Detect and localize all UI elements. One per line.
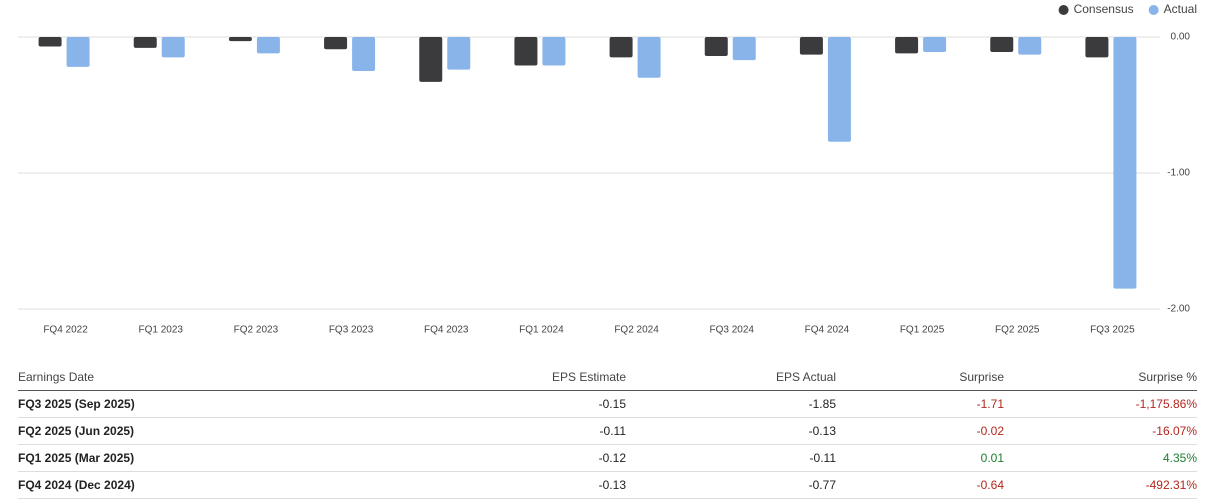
- table-cell: -1,175.86%: [1004, 390, 1197, 418]
- bar: [66, 37, 90, 67]
- x-tick-label: FQ3 2023: [329, 325, 374, 336]
- bar: [990, 37, 1014, 52]
- table-row: FQ4 2024 (Dec 2024) -0.13 -0.77 -0.64 -492.3…: [18, 471, 1197, 499]
- table-cell: 0.01: [836, 444, 1004, 472]
- table-header: Earnings Date EPS Estimate EPS Actual Surpr…: [18, 364, 1197, 391]
- table-cell: -0.13: [426, 471, 626, 499]
- table-cell: FQ4 2024 (Dec 2024): [18, 471, 426, 499]
- bar: [133, 37, 157, 48]
- bar: [732, 37, 756, 61]
- legend-marker: [1058, 5, 1069, 15]
- table-row: FQ3 2025 (Sep 2025) -0.15 -1.85 -1.71 -1,175…: [18, 390, 1197, 418]
- y-tick-label: -2.00: [1167, 304, 1190, 315]
- bar: [514, 37, 538, 66]
- bar: [1113, 37, 1137, 289]
- table-row: FQ1 2025 (Mar 2025) -0.12 -0.11 0.01 4.35%: [18, 444, 1197, 472]
- x-tick-label: FQ1 2023: [139, 325, 184, 336]
- x-tick-label: FQ2 2023: [234, 325, 279, 336]
- bar: [1085, 37, 1109, 58]
- legend-label: Actual: [1164, 2, 1197, 16]
- earnings-table: Earnings Date EPS Estimate EPS Actual Surpr…: [18, 364, 1197, 499]
- bar: [609, 37, 633, 58]
- table-cell: -16.07%: [1004, 417, 1197, 445]
- bar: [799, 37, 823, 55]
- table-row: FQ2 2025 (Jun 2025) -0.11 -0.13 -0.02 -16.07…: [18, 417, 1197, 445]
- chart: 0.00 -1.00 -2.00 Actual Consensus FQ4 2022 FQ1…: [18, 2, 1197, 336]
- table-cell: -0.77: [626, 471, 836, 499]
- table-cell: -1.85: [626, 390, 836, 418]
- header-cell: Surprise %: [1004, 364, 1197, 391]
- bar: [704, 37, 728, 57]
- legend-marker: [1148, 5, 1159, 15]
- y-tick-label: 0.00: [1171, 32, 1191, 43]
- bar: [827, 37, 851, 142]
- table-cell: -1.71: [836, 390, 1004, 418]
- bar: [352, 37, 376, 71]
- table-cell: -0.02: [836, 417, 1004, 445]
- bar: [447, 37, 471, 70]
- bar: [895, 37, 919, 54]
- bar: [419, 37, 443, 82]
- x-tick-label: FQ1 2025: [900, 325, 945, 336]
- x-tick-label: FQ2 2025: [995, 325, 1040, 336]
- table-cell: 4.35%: [1004, 444, 1197, 472]
- header-cell: Surprise: [836, 364, 1004, 391]
- table-cell: -0.11: [626, 444, 836, 472]
- bar: [161, 37, 185, 58]
- bar: [228, 37, 252, 42]
- bar: [38, 37, 62, 47]
- bar: [923, 37, 947, 52]
- x-tick-label: FQ4 2023: [424, 325, 469, 336]
- bar: [1018, 37, 1042, 55]
- table-cell: -0.13: [626, 417, 836, 445]
- table-cell: FQ1 2025 (Mar 2025): [18, 444, 426, 472]
- bar: [324, 37, 348, 50]
- table-cell: -0.15: [426, 390, 626, 418]
- x-tick-label: FQ3 2024: [710, 325, 755, 336]
- header-cell: EPS Actual: [626, 364, 836, 391]
- table-cell: -492.31%: [1004, 471, 1197, 499]
- table-cell: -0.11: [426, 417, 626, 445]
- header-cell: Earnings Date: [18, 364, 426, 391]
- bar: [256, 37, 280, 54]
- table-cell: -0.64: [836, 471, 1004, 499]
- table-cell: -0.12: [426, 444, 626, 472]
- bar: [542, 37, 566, 66]
- table-cell: FQ3 2025 (Sep 2025): [18, 390, 426, 418]
- header-cell: EPS Estimate: [426, 364, 626, 391]
- x-tick-label: FQ4 2022: [43, 325, 88, 336]
- y-tick-label: -1.00: [1167, 168, 1190, 179]
- x-tick-label: FQ3 2025: [1090, 325, 1135, 336]
- x-tick-label: FQ1 2024: [519, 325, 564, 336]
- bar: [637, 37, 661, 78]
- x-tick-label: FQ2 2024: [614, 325, 659, 336]
- table-cell: FQ2 2025 (Jun 2025): [18, 417, 426, 445]
- legend-label: Consensus: [1074, 2, 1134, 16]
- x-tick-label: FQ4 2024: [805, 325, 850, 336]
